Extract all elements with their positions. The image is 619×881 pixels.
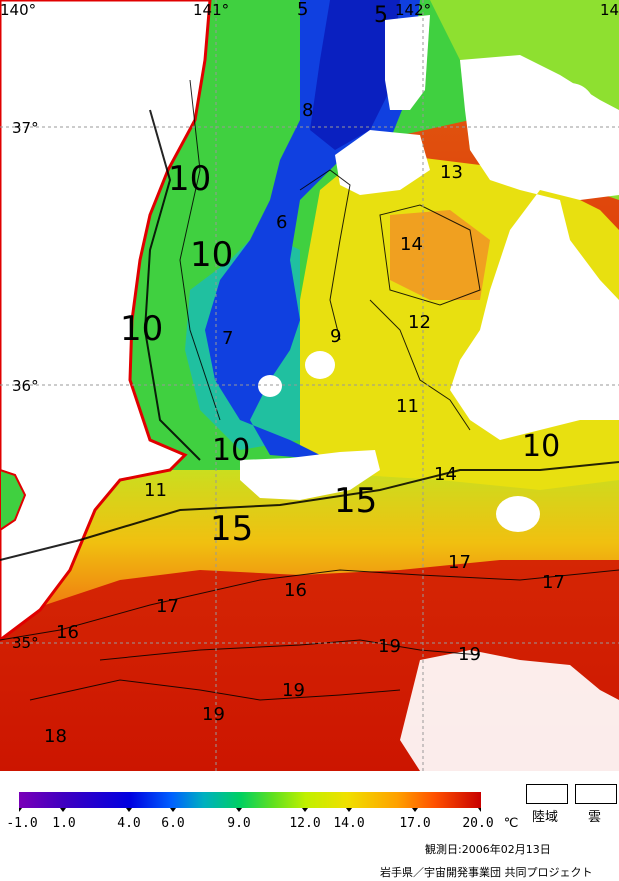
land-island — [0, 468, 27, 532]
colorbar-tick: 9.0 — [227, 816, 251, 831]
ocean-band — [0, 465, 619, 620]
contour-label: 19 — [458, 644, 481, 665]
contour-label: 17 — [542, 572, 565, 593]
contour-label: 11 — [144, 480, 167, 501]
cloud-mask — [240, 15, 619, 771]
lat-label: 37° — [12, 119, 39, 137]
lon-label: 141° — [193, 1, 229, 19]
contour-label: 10 — [168, 159, 211, 199]
contour-label: 15 — [210, 509, 253, 549]
contour-label: 14 — [434, 464, 457, 485]
cloud-legend-label: 雲 — [588, 810, 602, 825]
contour-label: 7 — [222, 328, 233, 349]
contour-label: 10 — [190, 235, 233, 275]
land-legend-label: 陸域 — [532, 810, 559, 825]
colorbar-tick: 6.0 — [161, 816, 185, 831]
credit: 岩手県／宇宙開発事業団 共同プロジェクト — [380, 866, 593, 879]
lon-label: 142° — [395, 1, 431, 19]
contour-label: 19 — [282, 680, 305, 701]
contour-label: 5 — [297, 0, 308, 20]
contour-label: 12 — [408, 312, 431, 333]
graticule-labels: 140° 141° 142° 143° 37° 36° 35° — [0, 1, 619, 652]
colorbar-tick: 17.0 — [399, 816, 431, 831]
contour-label: 14 — [400, 234, 423, 255]
cloud-legend-box — [575, 784, 617, 804]
colorbar-tick: 20.0 — [462, 816, 494, 831]
colorbar-gradient — [19, 792, 481, 808]
observation-date: 観測日:2006年02月13日 — [425, 843, 551, 856]
ocean-orange — [390, 210, 490, 300]
colorbar-tick: 4.0 — [117, 816, 141, 831]
contour-lines — [0, 79, 619, 701]
colorbar-tick: 14.0 — [333, 816, 365, 831]
contour-label: 8 — [302, 100, 313, 121]
contour-label: 6 — [276, 212, 287, 233]
graticule — [0, 0, 619, 771]
lat-label: 36° — [12, 377, 39, 395]
contour-label: 11 — [396, 396, 419, 417]
contour-label: 16 — [56, 622, 79, 643]
lat-label: 35° — [12, 634, 39, 652]
contour-value-labels: 8 6 7 9 10 10 10 10 10 11 11 12 13 14 14… — [44, 0, 565, 747]
lon-label: 143° — [600, 1, 619, 19]
colorbar-tick: 1.0 — [52, 816, 76, 831]
colorbar-unit: ℃ — [503, 816, 519, 831]
sst-map: 140° 141° 142° 143° 37° 36° 35° 8 6 7 9 … — [0, 0, 619, 771]
contour-label: 13 — [440, 162, 463, 183]
contour-label: 17 — [448, 552, 471, 573]
land-honshu — [0, 0, 212, 642]
contour-label: 10 — [120, 309, 163, 349]
colorbar-tick: 12.0 — [289, 816, 321, 831]
contour-label: 10 — [522, 429, 560, 464]
colorbar-tick: -1.0 — [6, 816, 38, 831]
contour-label: 5 — [374, 3, 388, 28]
contour-label: 16 — [284, 580, 307, 601]
contour-label: 19 — [378, 636, 401, 657]
land-legend-box — [526, 784, 568, 804]
colorbar-tick-marks — [19, 808, 481, 812]
ocean-cold-core — [310, 0, 400, 150]
contour-label: 19 — [202, 704, 225, 725]
lon-label: 140° — [0, 1, 36, 19]
contour-label: 18 — [44, 726, 67, 747]
contour-label: 15 — [334, 481, 377, 521]
contour-label: 17 — [156, 596, 179, 617]
contour-label: 9 — [330, 326, 341, 347]
colorbar — [19, 792, 481, 812]
contour-label: 10 — [212, 433, 250, 468]
